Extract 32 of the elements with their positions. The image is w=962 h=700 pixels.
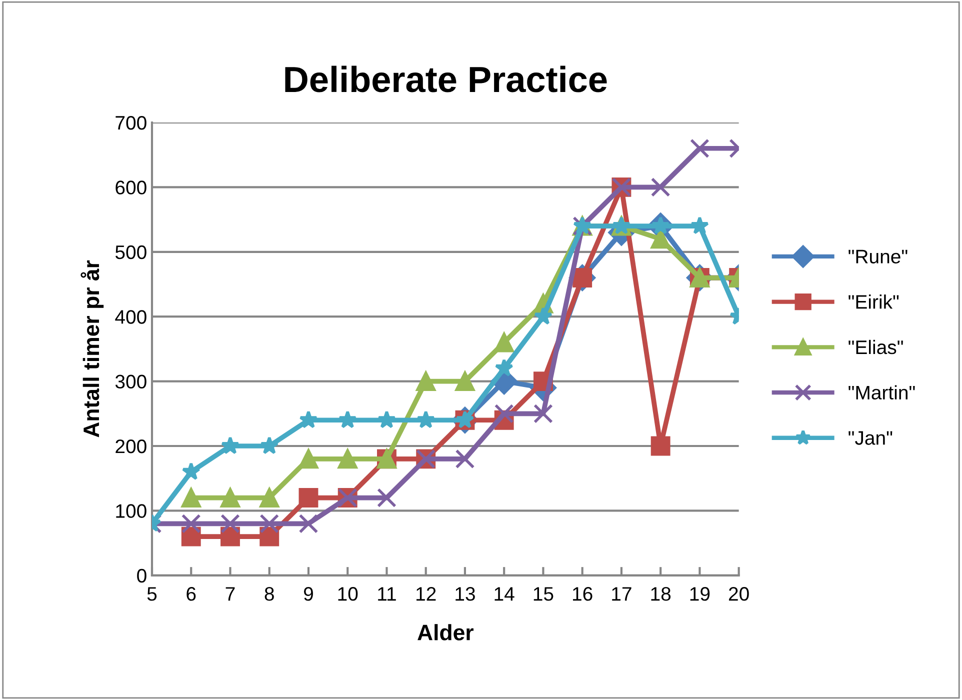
y-tick-label: 300	[115, 374, 146, 389]
chart-title: Deliberate Practice	[285, 66, 607, 92]
x-tick-label: 17	[612, 587, 632, 601]
x-tick-label: 5	[147, 587, 157, 601]
x-tick-label: 8	[264, 587, 274, 601]
y-tick-label: 200	[116, 439, 146, 454]
legend-label: "Eirik"	[848, 294, 899, 309]
y-tick-label: 100	[116, 504, 146, 518]
x-tick-label: 18	[651, 587, 671, 601]
y-axis-title: Antall timer pr år	[80, 260, 104, 438]
x-tick-label: 14	[494, 587, 514, 601]
x-tick-label: 9	[304, 587, 313, 601]
x-tick-label: 6	[186, 587, 196, 601]
y-tick-label: 700	[116, 116, 146, 130]
legend-label: "Jan"	[848, 431, 892, 445]
x-tick-label: 10	[338, 587, 358, 601]
x-tick-label: 15	[534, 587, 554, 601]
y-tick-label: 400	[115, 310, 146, 324]
legend-label: "Martin"	[848, 385, 915, 400]
x-axis-title: Alder	[418, 624, 474, 640]
y-tick-label: 0	[137, 568, 146, 583]
x-tick-label: 7	[226, 587, 235, 601]
legend-label: "Elias"	[848, 340, 903, 354]
x-tick-label: 12	[416, 587, 436, 601]
x-tick-label: 19	[690, 587, 710, 601]
legend-label: "Rune"	[848, 250, 908, 264]
x-tick-label: 16	[573, 587, 592, 601]
x-tick-label: 20	[728, 587, 749, 601]
y-tick-label: 600	[116, 180, 146, 194]
y-tick-label: 500	[115, 245, 146, 260]
x-tick-label: 13	[456, 587, 475, 601]
x-tick-label: 11	[378, 587, 396, 601]
